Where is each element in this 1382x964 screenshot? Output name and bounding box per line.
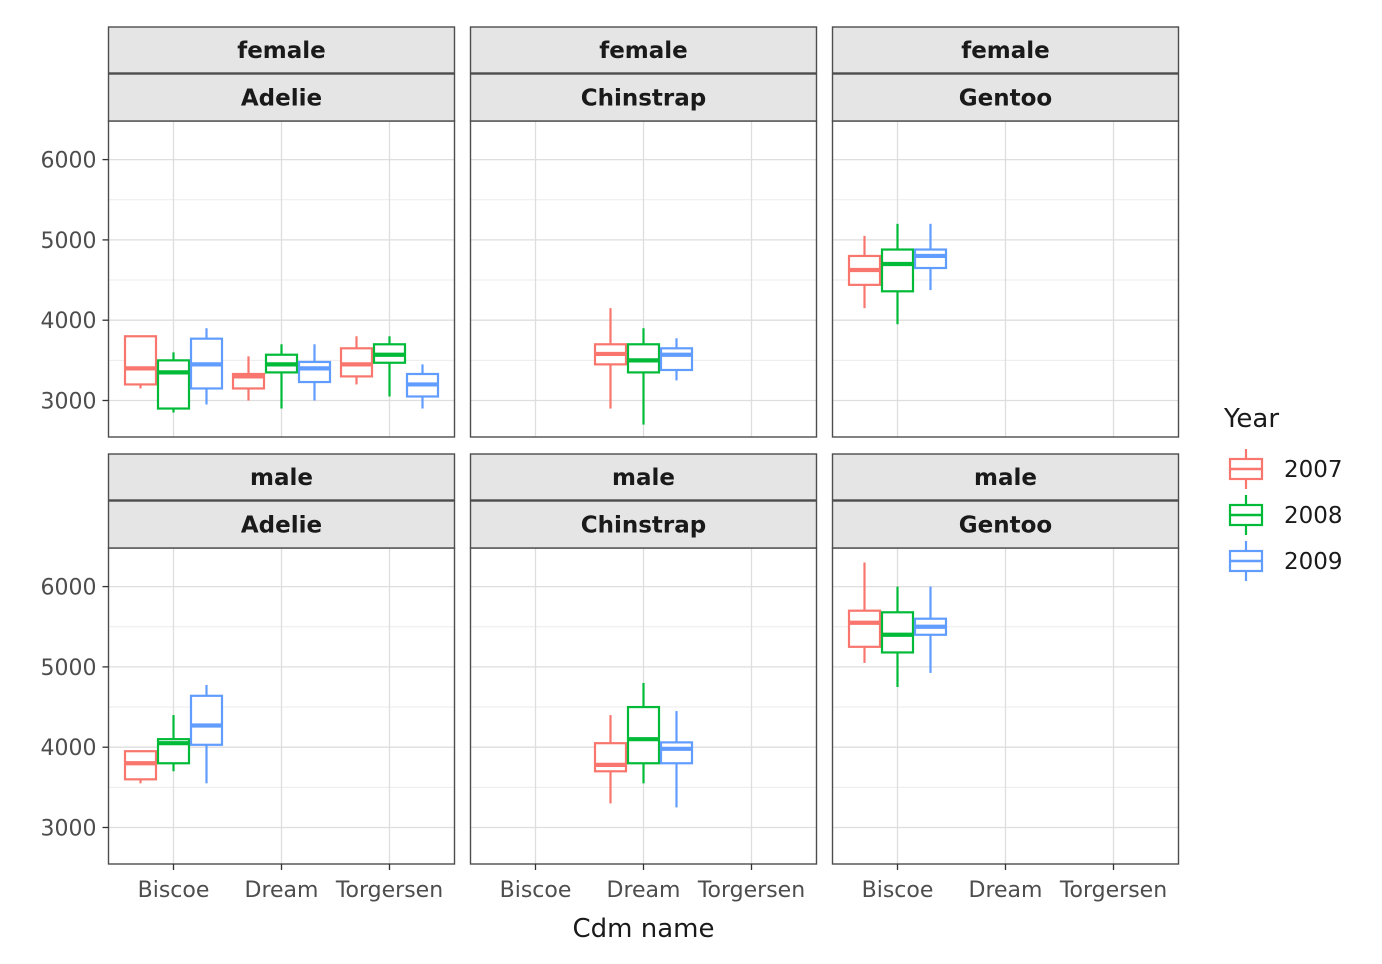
strip-label-species: Gentoo [959,86,1052,112]
y-tick-label: 6000 [41,576,97,601]
y-tick-label: 6000 [41,149,97,174]
box-iqr [593,742,628,773]
strip-label-species: Chinstrap [581,513,707,539]
x-tick-label: Dream [245,878,319,903]
box-iqr [847,609,882,648]
box-iqr [880,611,915,654]
y-tick-label: 4000 [41,309,97,334]
strip-background [469,453,818,501]
x-tick-label: Torgersen [335,878,443,903]
strip-background [469,26,818,74]
y-tick-label: 5000 [41,656,97,681]
x-axis-title: Cdm name [573,914,715,944]
strip-label-sex: female [237,38,326,64]
box-iqr [123,335,158,386]
strip-label-sex: male [612,465,675,491]
x-tick-label: Torgersen [697,878,805,903]
x-tick-label: Biscoe [500,878,572,903]
y-tick-label: 3000 [41,817,97,842]
strip-label-sex: female [599,38,688,64]
strip-label-species: Gentoo [959,513,1052,539]
strip-background [831,500,1180,549]
legend-label: 2009 [1284,549,1343,575]
strip-background [107,26,456,74]
strip-background [107,453,456,501]
x-tick-label: Biscoe [862,878,934,903]
strip-label-species: Adelie [241,86,322,112]
strip-label-sex: female [961,38,1050,64]
box-iqr [189,694,224,746]
strip-label-species: Chinstrap [581,86,707,112]
strip-label-sex: male [250,465,313,491]
strip-background [831,453,1180,501]
strip-label-sex: male [974,465,1037,491]
box-iqr [626,705,661,765]
legend-title: Year [1223,404,1279,434]
x-tick-label: Dream [969,878,1043,903]
x-tick-label: Torgersen [1059,878,1167,903]
strip-background [107,73,456,122]
strip-background [831,26,1180,74]
legend-label: 2008 [1284,503,1343,529]
strip-background [469,73,818,122]
box-iqr [659,347,694,372]
strip-background [107,500,456,549]
box-iqr [659,741,694,765]
x-tick-label: Biscoe [138,878,210,903]
y-tick-label: 4000 [41,736,97,761]
strip-label-species: Adelie [241,513,322,539]
box-iqr [913,248,948,270]
legend-label: 2007 [1284,457,1343,483]
strip-background [469,500,818,549]
y-tick-label: 3000 [41,390,97,415]
y-tick-label: 5000 [41,229,97,254]
x-tick-label: Dream [607,878,681,903]
box-iqr [297,360,332,384]
box-iqr [156,359,191,410]
box-iqr [880,248,915,293]
strip-background [831,73,1180,122]
